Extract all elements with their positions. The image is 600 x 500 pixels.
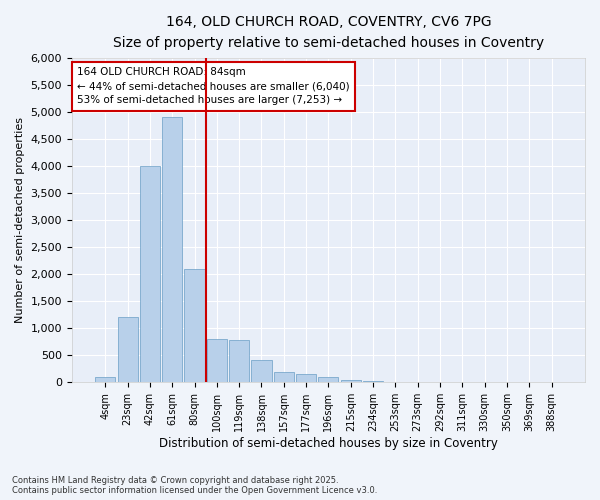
Bar <box>341 380 361 382</box>
Bar <box>140 166 160 382</box>
Bar <box>296 374 316 382</box>
Bar <box>162 117 182 382</box>
Bar <box>229 340 249 382</box>
Text: Contains HM Land Registry data © Crown copyright and database right 2025.
Contai: Contains HM Land Registry data © Crown c… <box>12 476 377 495</box>
Y-axis label: Number of semi-detached properties: Number of semi-detached properties <box>15 117 25 323</box>
X-axis label: Distribution of semi-detached houses by size in Coventry: Distribution of semi-detached houses by … <box>159 437 498 450</box>
Bar <box>319 377 338 382</box>
Bar <box>118 318 137 382</box>
Bar <box>95 377 115 382</box>
Title: 164, OLD CHURCH ROAD, COVENTRY, CV6 7PG
Size of property relative to semi-detach: 164, OLD CHURCH ROAD, COVENTRY, CV6 7PG … <box>113 15 544 50</box>
Bar <box>207 339 227 382</box>
Bar <box>274 372 294 382</box>
Bar <box>184 268 205 382</box>
Bar <box>251 360 272 382</box>
Text: 164 OLD CHURCH ROAD: 84sqm
← 44% of semi-detached houses are smaller (6,040)
53%: 164 OLD CHURCH ROAD: 84sqm ← 44% of semi… <box>77 68 350 106</box>
